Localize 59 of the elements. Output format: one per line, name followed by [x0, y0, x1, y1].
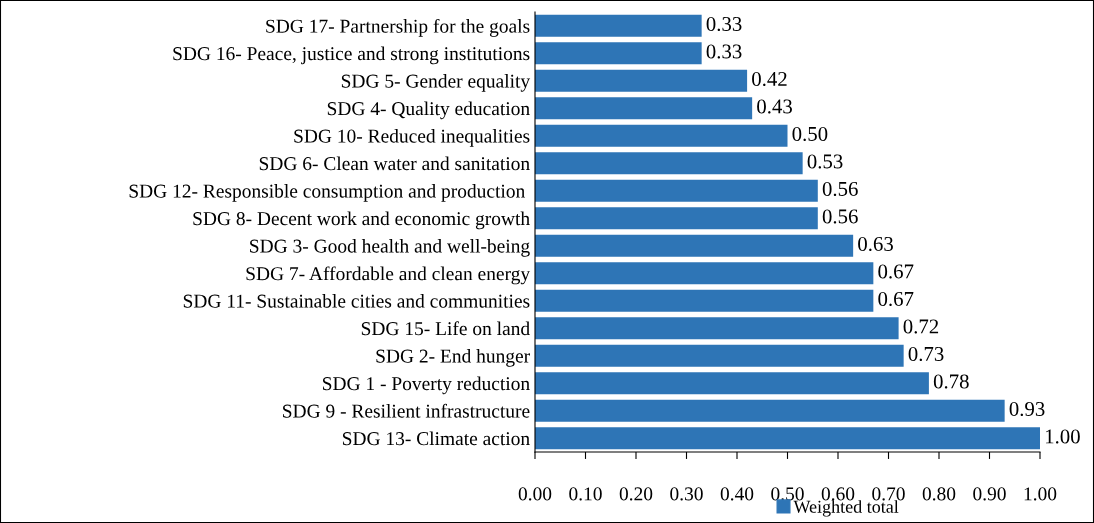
data-label: 0.67 — [878, 264, 914, 279]
y-tick-label: SDG 11- Sustainable cities and communities — [183, 294, 530, 308]
x-tick-label: 0.30 — [670, 487, 703, 501]
y-tick-label: SDG 3- Good health and well-being — [250, 239, 530, 257]
data-label: 0.50 — [792, 126, 828, 142]
bar — [535, 289, 874, 312]
bar — [535, 262, 874, 285]
y-tick-label: SDG 7- Affordable and clean energy — [246, 266, 531, 285]
data-label: 0.53 — [807, 154, 843, 169]
x-tick-label: 0.60 — [821, 487, 855, 501]
y-tick-label: SDG 16- Peace, justice and strong institutions — [173, 46, 530, 65]
bar — [535, 97, 753, 120]
data-label: 0.42 — [752, 71, 787, 87]
data-label: 1.00 — [1046, 429, 1080, 444]
y-tick-label: SDG 10- Reduced inequalities — [294, 129, 530, 147]
data-label: 0.56 — [822, 209, 858, 224]
data-label: 0.73 — [908, 346, 944, 362]
bar — [535, 372, 929, 395]
y-tick-label: SDG 5- Gender equality — [341, 74, 531, 92]
bar — [535, 14, 702, 37]
y-tick-label: SDG 8- Decent work and economic growth — [193, 211, 530, 230]
x-tick-label: 0.90 — [973, 487, 1006, 501]
bar — [535, 42, 702, 65]
bar — [535, 344, 904, 367]
x-tick-label: 0.50 — [771, 487, 804, 501]
data-label: 0.33 — [706, 16, 742, 32]
bar — [535, 234, 854, 257]
data-label: 0.93 — [1009, 401, 1045, 417]
x-tick-label: 0.10 — [569, 487, 602, 501]
x-tick-label: 0.20 — [619, 487, 653, 501]
y-tick-label: SDG 1 - Poverty reduction — [322, 376, 530, 395]
y-tick-label: SDG 12- Responsible consumption and production — [129, 184, 525, 202]
data-label: 0.72 — [903, 319, 939, 334]
data-label: 0.78 — [933, 374, 969, 389]
x-tick-label: 0.00 — [518, 487, 552, 501]
y-tick-label: SDG 6- Clean water and sanitation — [259, 156, 530, 171]
bar — [535, 207, 818, 230]
y-tick-label: SDG 13- Climate action — [342, 431, 530, 446]
y-tick-label: SDG 4- Quality education — [327, 101, 530, 120]
y-tick-label: SDG 15- Life on land — [361, 321, 530, 336]
data-label: 0.33 — [706, 44, 742, 59]
bar — [535, 124, 788, 147]
legend-label: Weighted total — [793, 500, 899, 517]
y-tick-label: SDG 9 - Resilient infrastructure — [283, 403, 530, 418]
data-label: 0.56 — [822, 181, 858, 197]
bar — [535, 317, 899, 340]
bar — [535, 179, 818, 202]
x-tick-label: 0.40 — [720, 487, 754, 501]
data-label: 0.63 — [858, 236, 893, 252]
x-tick-label: 0.70 — [872, 487, 905, 501]
bar — [535, 152, 803, 175]
data-label: 0.67 — [878, 291, 914, 307]
y-tick-label: SDG 17- Partnership for the goals — [266, 18, 530, 37]
y-tick-label: SDG 2- End hunger — [376, 349, 530, 367]
bar — [535, 69, 748, 92]
x-tick-label: 0.80 — [922, 487, 956, 501]
data-label: 0.43 — [757, 99, 792, 114]
bar — [535, 399, 1005, 422]
x-tick-label: 1.00 — [1024, 487, 1057, 501]
